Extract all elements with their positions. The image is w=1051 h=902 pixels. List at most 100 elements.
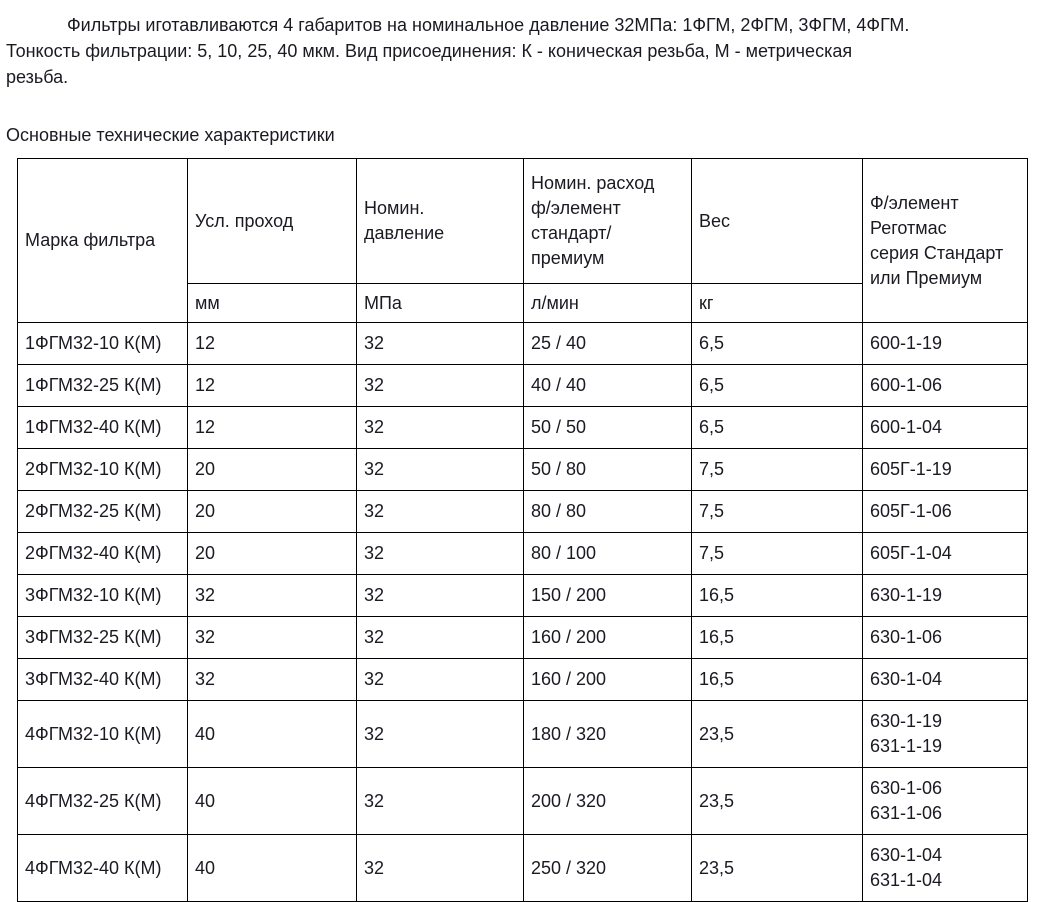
weight-cell: 23,5	[691, 767, 863, 835]
pass-cell: 40	[187, 834, 357, 902]
element-cell: 605Г-1-19	[862, 448, 1028, 491]
flow-cell: 150 / 200	[523, 574, 692, 617]
unit-weight: кг	[691, 283, 863, 323]
mark-cell: 2ФГМ32-40 К(М)	[17, 532, 188, 575]
pressure-cell: 32	[356, 616, 524, 659]
intro-line-3: резьба.	[6, 67, 69, 87]
header-element: Ф/элемент Реготмас серия Стандарт или Пр…	[862, 158, 1028, 323]
flow-cell: 40 / 40	[523, 364, 692, 407]
pressure-cell: 32	[356, 406, 524, 449]
mark-cell: 4ФГМ32-10 К(М)	[17, 700, 188, 768]
table-row: 2ФГМ32-25 К(М) 20 32 80 / 80 7,5 605Г-1-…	[17, 490, 1028, 533]
pass-cell: 40	[187, 767, 357, 835]
mark-cell: 3ФГМ32-40 К(М)	[17, 658, 188, 701]
mark-cell: 1ФГМ32-25 К(М)	[17, 364, 188, 407]
table-row: 1ФГМ32-40 К(М) 12 32 50 / 50 6,5 600-1-0…	[17, 406, 1028, 449]
intro-line-2: Тонкость фильтрации: 5, 10, 25, 40 мкм. …	[6, 41, 853, 61]
mark-cell: 1ФГМ32-40 К(М)	[17, 406, 188, 449]
weight-cell: 16,5	[691, 574, 863, 617]
element-cell: 600-1-06	[862, 364, 1028, 407]
specs-table: Марка фильтра Усл. проход Номин. давлени…	[17, 158, 1028, 902]
pass-cell: 20	[187, 490, 357, 533]
weight-cell: 7,5	[691, 448, 863, 491]
section-title: Основные технические характеристики	[6, 125, 335, 145]
element-cell: 630-1-06	[862, 616, 1028, 659]
weight-cell: 7,5	[691, 490, 863, 533]
element-cell: 600-1-19	[862, 322, 1028, 365]
table-row: 4ФГМ32-25 К(М) 40 32 200 / 320 23,5 630-…	[17, 767, 1028, 835]
pressure-cell: 32	[356, 364, 524, 407]
flow-cell: 200 / 320	[523, 767, 692, 835]
unit-flow: л/мин	[523, 283, 692, 323]
flow-cell: 50 / 80	[523, 448, 692, 491]
pass-cell: 32	[187, 616, 357, 659]
pressure-cell: 32	[356, 834, 524, 902]
intro-line-1: Фильтры иготавливаются 4 габаритов на но…	[67, 15, 910, 35]
header-row-main: Марка фильтра Усл. проход Номин. давлени…	[17, 158, 1028, 323]
header-flow: Номин. расход ф/элемент стандарт/ премиу…	[523, 158, 692, 284]
intro-paragraph: Фильтры иготавливаются 4 габаритов на но…	[6, 12, 1043, 90]
pass-cell: 20	[187, 532, 357, 575]
weight-cell: 7,5	[691, 532, 863, 575]
element-cell: 630-1-04 631-1-04	[862, 834, 1028, 902]
pressure-cell: 32	[356, 322, 524, 365]
table-row: 2ФГМ32-10 К(М) 20 32 50 / 80 7,5 605Г-1-…	[17, 448, 1028, 491]
pressure-cell: 32	[356, 490, 524, 533]
header-pressure: Номин. давление	[356, 158, 524, 284]
element-cell: 630-1-19	[862, 574, 1028, 617]
table-row: 1ФГМ32-25 К(М) 12 32 40 / 40 6,5 600-1-0…	[17, 364, 1028, 407]
element-cell: 605Г-1-06	[862, 490, 1028, 533]
header-mark: Марка фильтра	[17, 158, 188, 323]
pass-cell: 40	[187, 700, 357, 768]
pressure-cell: 32	[356, 700, 524, 768]
flow-cell: 160 / 200	[523, 658, 692, 701]
pressure-cell: 32	[356, 532, 524, 575]
pass-cell: 12	[187, 322, 357, 365]
element-cell: 630-1-06 631-1-06	[862, 767, 1028, 835]
unit-pressure: МПа	[356, 283, 524, 323]
element-cell: 605Г-1-04	[862, 532, 1028, 575]
table-row: 1ФГМ32-10 К(М) 12 32 25 / 40 6,5 600-1-1…	[17, 322, 1028, 365]
table-row: 3ФГМ32-10 К(М) 32 32 150 / 200 16,5 630-…	[17, 574, 1028, 617]
pressure-cell: 32	[356, 448, 524, 491]
flow-cell: 250 / 320	[523, 834, 692, 902]
table-row: 2ФГМ32-40 К(М) 20 32 80 / 100 7,5 605Г-1…	[17, 532, 1028, 575]
weight-cell: 6,5	[691, 364, 863, 407]
table-row: 3ФГМ32-25 К(М) 32 32 160 / 200 16,5 630-…	[17, 616, 1028, 659]
header-weight: Вес	[691, 158, 863, 284]
table-row: 4ФГМ32-40 К(М) 40 32 250 / 320 23,5 630-…	[17, 834, 1028, 902]
flow-cell: 80 / 100	[523, 532, 692, 575]
table-row: 4ФГМ32-10 К(М) 40 32 180 / 320 23,5 630-…	[17, 700, 1028, 768]
flow-cell: 50 / 50	[523, 406, 692, 449]
pressure-cell: 32	[356, 767, 524, 835]
weight-cell: 16,5	[691, 658, 863, 701]
weight-cell: 16,5	[691, 616, 863, 659]
mark-cell: 4ФГМ32-40 К(М)	[17, 834, 188, 902]
pressure-cell: 32	[356, 574, 524, 617]
pass-cell: 12	[187, 364, 357, 407]
mark-cell: 2ФГМ32-25 К(М)	[17, 490, 188, 533]
pressure-cell: 32	[356, 658, 524, 701]
element-cell: 630-1-19 631-1-19	[862, 700, 1028, 768]
element-cell: 600-1-04	[862, 406, 1028, 449]
flow-cell: 25 / 40	[523, 322, 692, 365]
flow-cell: 180 / 320	[523, 700, 692, 768]
table-row: 3ФГМ32-40 К(М) 32 32 160 / 200 16,5 630-…	[17, 658, 1028, 701]
mark-cell: 2ФГМ32-10 К(М)	[17, 448, 188, 491]
unit-pass: мм	[187, 283, 357, 323]
mark-cell: 4ФГМ32-25 К(М)	[17, 767, 188, 835]
weight-cell: 6,5	[691, 322, 863, 365]
element-cell: 630-1-04	[862, 658, 1028, 701]
flow-cell: 160 / 200	[523, 616, 692, 659]
pass-cell: 20	[187, 448, 357, 491]
mark-cell: 3ФГМ32-10 К(М)	[17, 574, 188, 617]
header-pass: Усл. проход	[187, 158, 357, 284]
mark-cell: 1ФГМ32-10 К(М)	[17, 322, 188, 365]
pass-cell: 32	[187, 658, 357, 701]
flow-cell: 80 / 80	[523, 490, 692, 533]
weight-cell: 6,5	[691, 406, 863, 449]
weight-cell: 23,5	[691, 700, 863, 768]
pass-cell: 32	[187, 574, 357, 617]
mark-cell: 3ФГМ32-25 К(М)	[17, 616, 188, 659]
